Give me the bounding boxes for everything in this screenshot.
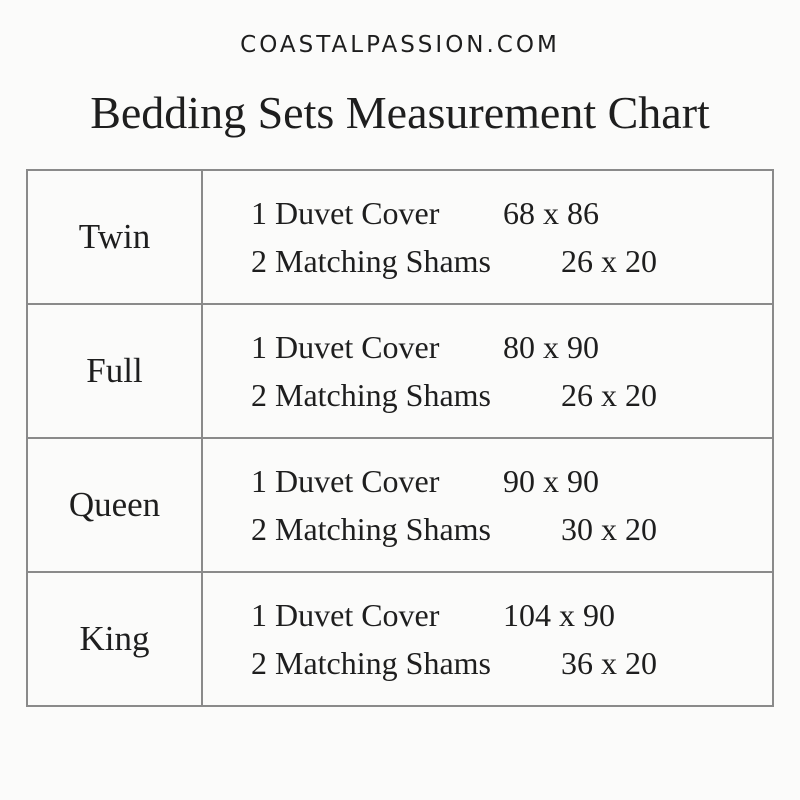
items-cell: 1 Duvet Cover 80 x 90 2 Matching Shams 26 … [201,303,774,439]
duvet-label: 1 Duvet Cover [251,329,440,365]
duvet-dimensions: 80 x 90 [503,329,599,365]
shams-line: 2 Matching Shams 26 x 20 [251,371,772,419]
items-cell: 1 Duvet Cover 104 x 90 2 Matching Shams 36… [201,571,774,707]
page-title: Bedding Sets Measurement Chart [90,87,710,138]
table-row: Full 1 Duvet Cover 80 x 90 2 Matching Sha… [26,303,774,439]
duvet-line: 1 Duvet Cover 80 x 90 [251,323,772,371]
duvet-dimensions: 68 x 86 [503,195,599,231]
table-row: Queen 1 Duvet Cover 90 x 90 2 Matching Sh… [26,437,774,573]
size-label: Twin [78,217,151,256]
duvet-line: 1 Duvet Cover 90 x 90 [251,457,772,505]
duvet-label: 1 Duvet Cover [251,463,440,499]
duvet-label: 1 Duvet Cover [251,597,440,633]
size-cell: Queen [26,437,203,573]
shams-line: 2 Matching Shams 30 x 20 [251,505,772,553]
size-label: Full [86,351,143,390]
shams-dimensions: 26 x 20 [561,243,657,279]
duvet-dimensions: 104 x 90 [503,597,615,633]
brand-header: COASTALPASSION.COM [240,32,560,58]
items-cell: 1 Duvet Cover 68 x 86 2 Matching Shams 26 … [201,169,774,305]
measurement-table: Twin 1 Duvet Cover 68 x 86 2 Matching Sha… [26,169,774,707]
shams-label: 2 Matching Shams [251,645,491,681]
shams-line: 2 Matching Shams 26 x 20 [251,237,772,285]
shams-label: 2 Matching Shams [251,511,491,547]
size-label: King [79,619,150,658]
shams-line: 2 Matching Shams 36 x 20 [251,639,772,687]
table-row: Twin 1 Duvet Cover 68 x 86 2 Matching Sha… [26,169,774,305]
size-cell: Full [26,303,203,439]
shams-label: 2 Matching Shams [251,377,491,413]
duvet-line: 1 Duvet Cover 104 x 90 [251,591,772,639]
duvet-line: 1 Duvet Cover 68 x 86 [251,189,772,237]
duvet-label: 1 Duvet Cover [251,195,440,231]
size-label: Queen [68,485,161,524]
size-cell: Twin [26,169,203,305]
shams-dimensions: 26 x 20 [561,377,657,413]
shams-dimensions: 30 x 20 [561,511,657,547]
size-cell: King [26,571,203,707]
shams-dimensions: 36 x 20 [561,645,657,681]
duvet-dimensions: 90 x 90 [503,463,599,499]
shams-label: 2 Matching Shams [251,243,491,279]
table-row: King 1 Duvet Cover 104 x 90 2 Matching Sh… [26,571,774,707]
items-cell: 1 Duvet Cover 90 x 90 2 Matching Shams 30 … [201,437,774,573]
